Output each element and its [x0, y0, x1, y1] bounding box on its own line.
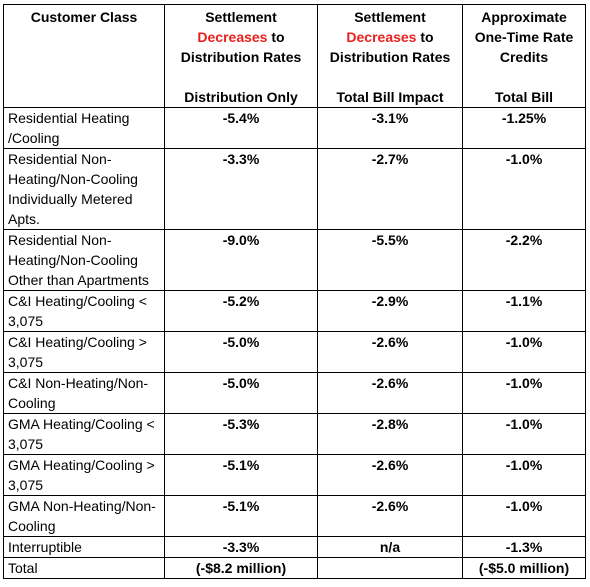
row-label: Residential Non-Heating/Non-Cooling Othe… [3, 229, 165, 291]
table-body: Residential Heating /Cooling -5.4% -3.1% -1… [3, 107, 586, 579]
table-row: Total (-$8.2 million) (-$5.0 million) [3, 557, 586, 579]
value-cell: -2.2% [462, 229, 586, 291]
table-row: GMA Heating/Cooling < 3,075 -5.3% -2.8% -1.… [3, 413, 586, 455]
value-cell: (-$5.0 million) [462, 557, 586, 579]
value-cell: -1.3% [462, 536, 586, 558]
table-row: C&I Heating/Cooling < 3,075 -5.2% -2.9% -1.… [3, 290, 586, 332]
row-label: Total [3, 557, 165, 579]
header-line: One-Time Rate [474, 29, 574, 45]
header-row: Customer Class Settlement Decreases to Dist… [3, 4, 586, 108]
row-label: GMA Heating/Cooling < 3,075 [3, 413, 165, 455]
value-cell: -1.0% [462, 495, 586, 537]
table-row: C&I Heating/Cooling > 3,075 -5.0% -2.6% -1.… [3, 331, 586, 373]
row-label: Interruptible [3, 536, 165, 558]
value-cell: -5.5% [317, 229, 463, 291]
row-label: C&I Heating/Cooling < 3,075 [3, 290, 165, 332]
header-line: Distribution Rates [180, 49, 302, 65]
value-cell: -1.0% [462, 148, 586, 230]
value-cell: -5.3% [164, 413, 318, 455]
header-line: Credits [499, 49, 549, 65]
header-subtitle: Distribution Only [184, 89, 298, 105]
row-label: GMA Non-Heating/Non-Cooling [3, 495, 165, 537]
header-cell: Approximate One-Time Rate Credits Total Bil… [462, 4, 586, 108]
header-highlight: Decreases [197, 29, 268, 45]
row-label: C&I Heating/Cooling > 3,075 [3, 331, 165, 373]
value-cell: -3.3% [164, 536, 318, 558]
value-cell: -1.0% [462, 413, 586, 455]
row-label: Residential Heating /Cooling [3, 107, 165, 149]
empty-cell [317, 557, 463, 579]
header-line: Approximate [481, 9, 567, 25]
value-cell: n/a [317, 536, 463, 558]
value-cell: -2.9% [317, 290, 463, 332]
value-cell: -9.0% [164, 229, 318, 291]
table-row: Residential Non-Heating/Non-Cooling Othe… [3, 229, 586, 291]
value-cell: -5.2% [164, 290, 318, 332]
header-line: to [420, 29, 434, 45]
table-row: GMA Heating/Cooling > 3,075 -5.1% -2.6% -1.… [3, 454, 586, 496]
header-line: Distribution Rates [329, 49, 451, 65]
value-cell: -2.6% [317, 331, 463, 373]
value-cell: -5.0% [164, 331, 318, 373]
table-row: Residential Non-Heating/Non-Cooling Indi… [3, 148, 586, 230]
table-header: Customer Class Settlement Decreases to Dist… [3, 4, 586, 108]
table-row: Residential Heating /Cooling -5.4% -3.1% -1… [3, 107, 586, 149]
value-cell: -2.7% [317, 148, 463, 230]
header-line: to [271, 29, 285, 45]
value-cell: -1.0% [462, 372, 586, 414]
header-cell: Settlement Decreases to Distribution Rates… [164, 4, 318, 108]
header-line: Settlement [205, 9, 277, 25]
value-cell: -2.6% [317, 495, 463, 537]
value-cell: -5.4% [164, 107, 318, 149]
table-row: C&I Non-Heating/Non-Cooling -5.0% -2.6% -1.… [3, 372, 586, 414]
row-label: GMA Heating/Cooling > 3,075 [3, 454, 165, 496]
value-cell: -5.1% [164, 495, 318, 537]
value-cell: -1.0% [462, 331, 586, 373]
header-cell: Customer Class [3, 4, 165, 108]
value-cell: -2.6% [317, 372, 463, 414]
header-title: Customer Class [30, 9, 138, 25]
value-cell: -2.6% [317, 454, 463, 496]
value-cell: -1.0% [462, 454, 586, 496]
rate-table: Customer Class Settlement Decreases to Dist… [3, 4, 586, 579]
value-cell: -5.1% [164, 454, 318, 496]
header-subtitle: Total Bill Impact [336, 89, 444, 105]
table-row: Interruptible -3.3% n/a -1.3% [3, 536, 586, 558]
value-cell: -3.3% [164, 148, 318, 230]
value-cell: (-$8.2 million) [164, 557, 318, 579]
header-cell: Settlement Decreases to Distribution Rates… [317, 4, 463, 108]
header-highlight: Decreases [346, 29, 417, 45]
row-label: C&I Non-Heating/Non-Cooling [3, 372, 165, 414]
header-subtitle: Total Bill [494, 89, 554, 105]
table-row: GMA Non-Heating/Non-Cooling -5.1% -2.6% -1.… [3, 495, 586, 537]
value-cell: -5.0% [164, 372, 318, 414]
value-cell: -3.1% [317, 107, 463, 149]
row-label: Residential Non-Heating/Non-Cooling Indi… [3, 148, 165, 230]
value-cell: -1.25% [462, 107, 586, 149]
value-cell: -1.1% [462, 290, 586, 332]
value-cell: -2.8% [317, 413, 463, 455]
header-line: Settlement [354, 9, 426, 25]
